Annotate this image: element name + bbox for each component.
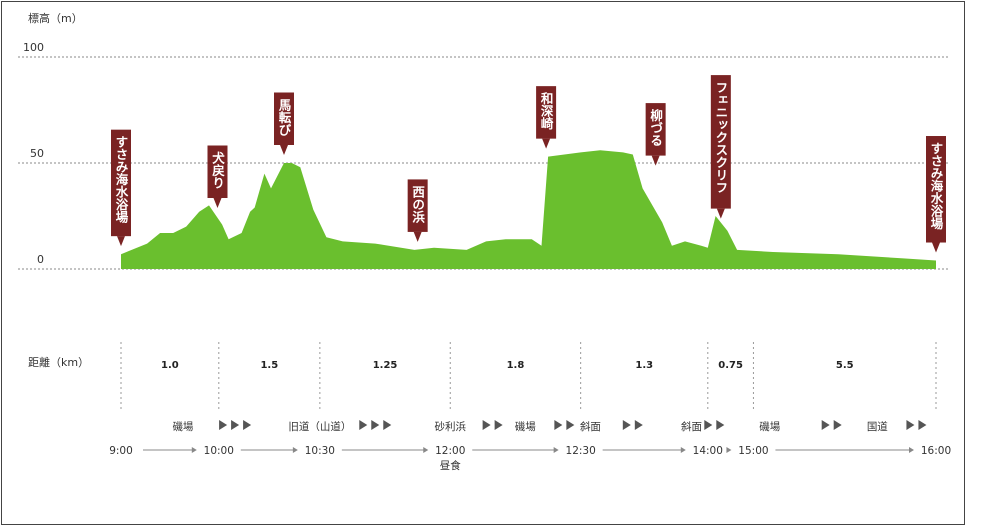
terrain-label: 斜面 [580, 420, 601, 433]
landmark-label: 和深崎 [539, 91, 554, 130]
time-arrowhead [292, 447, 298, 453]
time-label: 16:00 [921, 445, 951, 457]
landmark-flag [207, 145, 228, 198]
terrain-label: 砂利浜 [435, 420, 467, 433]
terrain-arrow [219, 420, 228, 430]
terrain-arrow [918, 420, 927, 430]
y-tick-label: 0 [37, 253, 44, 266]
time-label: 14:00 [693, 445, 723, 457]
time-arrowhead [191, 447, 197, 453]
terrain-arrow [243, 420, 252, 430]
segment-distance: 0.75 [718, 360, 743, 371]
terrain-arrow [821, 420, 830, 430]
y-tick-label: 50 [30, 147, 44, 160]
time-arrowhead [909, 447, 914, 453]
y-axis-label: 標高（m） [28, 11, 83, 25]
segment-distance: 1.25 [373, 360, 398, 371]
terrain-arrow [716, 420, 725, 430]
landmark-pointer [117, 236, 125, 247]
landmark-label: 犬戻り [210, 151, 225, 190]
landmark-flag [926, 136, 946, 243]
landmark-flag [645, 103, 666, 156]
terrain-arrow [554, 420, 563, 430]
landmark-label: 西の浜 [410, 185, 425, 223]
terrain-arrow [704, 420, 713, 430]
landmark-pointer [542, 138, 551, 149]
landmark-label: すさみ海水浴場 [114, 136, 129, 224]
landmark-pointer [651, 155, 660, 166]
terrain-arrow [231, 420, 240, 430]
elevation-area [121, 150, 936, 269]
time-label: 10:00 [204, 445, 234, 457]
x-axis-label: 距離（km） [28, 355, 89, 369]
lunch-note: 昼食 [440, 459, 461, 472]
terrain-label: 磯場 [759, 420, 780, 433]
landmark-label: フェニックスクリフ [713, 81, 728, 194]
time-arrowhead [423, 447, 429, 453]
time-label: 15:00 [738, 445, 768, 457]
segment-distance: 1.0 [161, 360, 179, 371]
terrain-label: 磯場 [515, 420, 536, 433]
landmark-flag [407, 179, 428, 232]
segment-distance: 1.5 [260, 360, 278, 371]
time-label: 10:30 [305, 445, 335, 457]
landmark-pointer [280, 145, 288, 155]
terrain-arrow [622, 420, 631, 430]
landmark-flag [111, 129, 131, 237]
terrain-arrow [566, 420, 575, 430]
time-label: 12:00 [435, 445, 465, 457]
terrain-arrow [359, 420, 368, 430]
landmark-flag [274, 92, 294, 145]
terrain-label: 磯場 [172, 420, 193, 433]
terrain-arrow [371, 420, 380, 430]
segment-distance: 5.5 [836, 360, 854, 371]
terrain-arrow [494, 420, 503, 430]
terrain-arrow [482, 420, 491, 430]
time-label: 12:30 [566, 445, 596, 457]
terrain-arrow [383, 420, 392, 430]
time-arrowhead [553, 447, 559, 453]
landmark-label: すさみ海水浴場 [929, 142, 944, 230]
landmark-pointer [716, 208, 725, 219]
y-tick-label: 100 [23, 41, 44, 54]
landmark-pointer [932, 242, 940, 253]
segment-distance: 1.8 [507, 360, 525, 371]
terrain-arrow [833, 420, 842, 430]
time-arrowhead [680, 447, 686, 453]
landmark-flag [536, 86, 557, 139]
segment-distance: 1.3 [635, 360, 653, 371]
terrain-arrow [634, 420, 643, 430]
landmark-label: 馬転び [277, 99, 292, 137]
terrain-arrow [906, 420, 915, 430]
chart-frame [1, 1, 965, 525]
terrain-label: 旧道（山道） [288, 420, 351, 433]
landmark-label: 柳づる [648, 108, 663, 147]
landmark-pointer [213, 198, 222, 208]
landmark-pointer [413, 231, 422, 242]
terrain-label: 斜面 [681, 420, 702, 433]
time-label: 9:00 [109, 445, 133, 457]
landmark-flag [710, 75, 731, 209]
terrain-label: 国道 [867, 420, 888, 433]
time-arrowhead [726, 447, 732, 453]
